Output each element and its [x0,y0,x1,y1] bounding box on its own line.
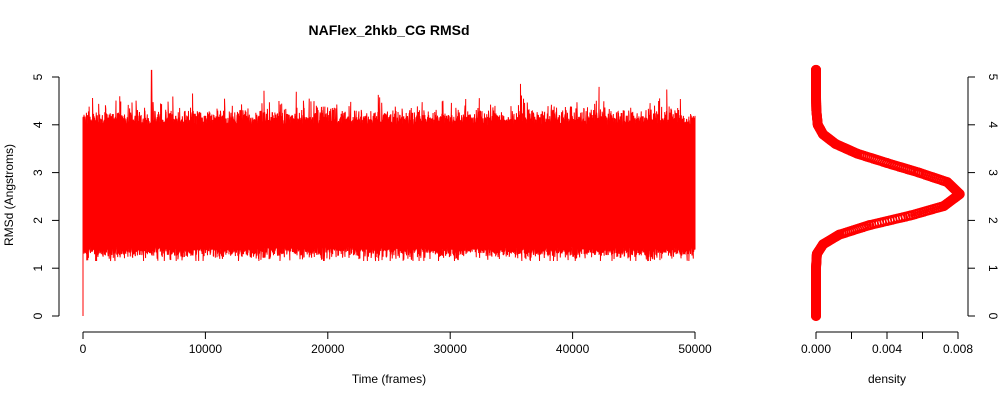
y-axis-label: RMSd (Angstroms) [2,144,16,246]
x-tick-label: 20000 [311,342,345,356]
density-curve [810,64,965,321]
x-tick-label: 40000 [556,342,590,356]
y-tick-label: 3 [31,169,45,176]
rmsd-series-trace [82,69,696,316]
density-x-tick-label: 0.004 [872,342,902,356]
y-tick-label: 1 [31,265,45,272]
density-y-tick-label: 3 [986,169,1000,176]
density-x-tick-label: 0.000 [801,342,831,356]
time-series-panel: 0 10000 20000 30000 40000 50000 0 1 2 3 4 5 Time (f… [2,69,712,386]
density-x-tick-label: 0.008 [943,342,973,356]
density-y-tick-label: 0 [986,313,1000,320]
density-y-tick-label: 2 [986,217,1000,224]
x-tick-label: 0 [80,342,87,356]
chart-title: NAFlex_2hkb_CG RMSd [308,22,469,38]
density-y-tick-label: 5 [986,74,1000,81]
density-y-tick-label: 4 [986,121,1000,128]
density-panel: 0.000 0.004 0.008 0 1 2 3 4 5 density [801,64,1000,386]
y-tick-label: 5 [31,73,45,80]
y-tick-label: 0 [31,312,45,319]
x-tick-label: 30000 [434,342,468,356]
x-tick-label: 10000 [189,342,223,356]
x-axis-label: Time (frames) [352,372,426,386]
density-marker [810,64,821,75]
rmsd-series-line [82,69,696,316]
density-axes: 0.000 0.004 0.008 0 1 2 3 4 5 [801,74,1000,356]
y-tick-label: 4 [31,121,45,128]
density-y-tick-label: 1 [986,265,1000,272]
x-tick-label: 50000 [678,342,712,356]
time-series-axes: 0 10000 20000 30000 40000 50000 0 1 2 3 4 5 [31,73,712,356]
y-tick-label: 2 [31,217,45,224]
density-x-axis-label: density [868,372,906,386]
